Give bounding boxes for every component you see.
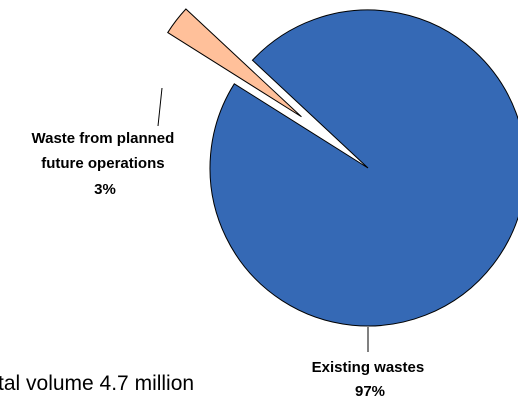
pie-slices — [167, 8, 518, 327]
slice-label-planned: Waste from planned future operations 3% — [32, 130, 179, 198]
slice-label-existing: Existing wastes 97% — [312, 359, 429, 398]
slice-label-planned-line-2: future operations — [41, 155, 164, 172]
slice-label-planned-percent: 3% — [94, 181, 116, 198]
footnote-total-volume: tal volume 4.7 million — [0, 372, 194, 395]
slice-label-planned-line-1: Waste from planned — [32, 130, 175, 147]
leader-line-planned — [157, 87, 163, 127]
slice-label-existing-line-1: Existing wastes — [312, 359, 425, 376]
slice-label-existing-percent: 97% — [355, 383, 385, 398]
pie-slice-existing-wastes — [209, 9, 518, 327]
pie-slice-planned-future-operations — [167, 8, 302, 118]
